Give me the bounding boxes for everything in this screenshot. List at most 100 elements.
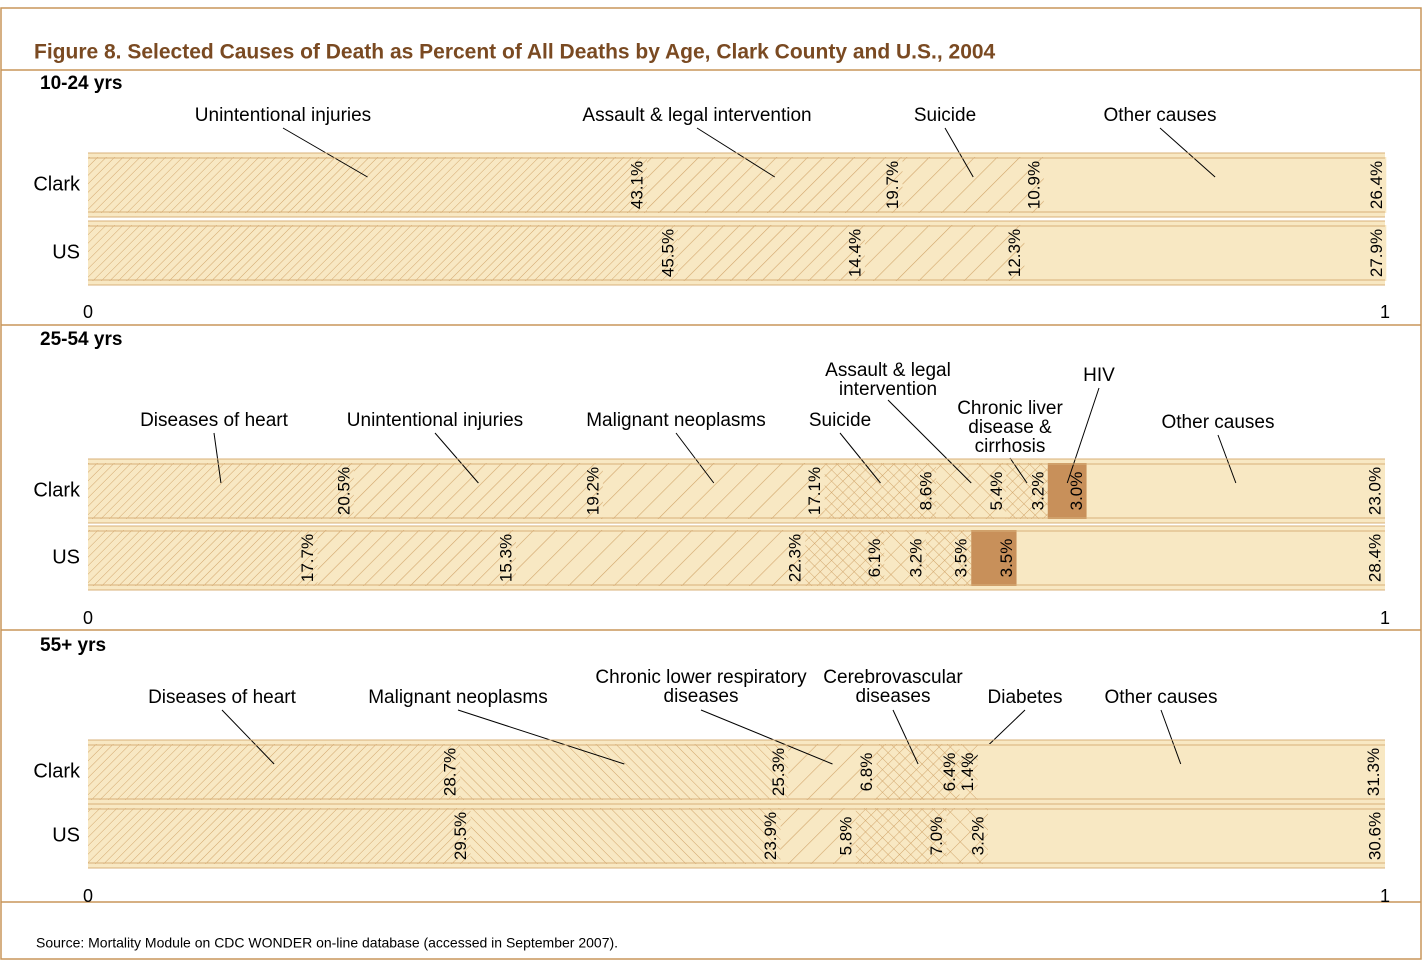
value-label: 1.4% xyxy=(958,753,977,792)
bar-segment xyxy=(977,744,1384,800)
value-label: 8.6% xyxy=(917,472,936,511)
leader-line xyxy=(221,709,275,765)
series-label: Chronic liver disease & cirrhosis xyxy=(957,398,1063,457)
x-tick-label: 0 xyxy=(83,886,93,906)
value-label: 43.1% xyxy=(627,161,646,209)
bar-segment xyxy=(855,808,947,864)
value-label: 30.6% xyxy=(1365,812,1384,860)
series-label: Other causes xyxy=(1161,412,1275,433)
x-tick-label: 1 xyxy=(1380,608,1390,628)
series-label: Cerebrovascular diseases xyxy=(823,667,963,707)
bar-segment xyxy=(88,225,679,281)
bar-segment xyxy=(902,157,1044,213)
series-label: HIV xyxy=(1083,365,1115,386)
value-label: 19.7% xyxy=(883,161,902,209)
series-label: Unintentional injuries xyxy=(194,105,372,126)
bar-segment xyxy=(353,463,603,519)
y-tick-label: US xyxy=(52,546,80,568)
bar-segment xyxy=(470,808,781,864)
bar-segment xyxy=(1024,225,1387,281)
value-label: 17.1% xyxy=(805,467,824,515)
bar-segment xyxy=(88,808,471,864)
bar-segment xyxy=(88,530,318,586)
series-label: Diseases of heart xyxy=(140,410,288,431)
bar-segment xyxy=(88,157,648,213)
leader-line xyxy=(839,432,881,484)
bar-segment xyxy=(959,744,978,800)
value-label: 3.5% xyxy=(997,539,1016,578)
series-label: Malignant neoplasms xyxy=(586,410,766,431)
bar-segment xyxy=(884,530,926,586)
leader-line xyxy=(213,432,222,484)
value-label: 7.0% xyxy=(927,817,946,856)
value-label: 20.5% xyxy=(334,467,353,515)
leader-line xyxy=(1066,387,1100,484)
bar-segment xyxy=(516,530,806,586)
bar-segment xyxy=(864,225,1025,281)
series-label: Chronic lower respiratory diseases xyxy=(595,667,807,707)
series-label: Other causes xyxy=(1103,105,1217,126)
value-label: 27.9% xyxy=(1367,229,1386,277)
y-tick-label: Clark xyxy=(33,479,81,501)
bar-segment xyxy=(946,808,989,864)
bar-segment xyxy=(1043,157,1387,213)
x-tick-label: 0 xyxy=(83,302,93,322)
series-label: Suicide xyxy=(913,105,977,126)
y-tick-label: US xyxy=(52,824,80,846)
series-label: Assault & legal intervention xyxy=(582,105,812,126)
bar-segment xyxy=(988,808,1385,864)
bar-segment xyxy=(1086,463,1385,519)
value-label: 23.9% xyxy=(761,812,780,860)
bar-segment xyxy=(602,463,825,519)
value-label: 6.4% xyxy=(940,753,959,792)
value-label: 14.4% xyxy=(845,229,864,277)
panel-title: 10-24 yrs xyxy=(40,73,122,94)
series-label: Other causes xyxy=(1104,687,1218,708)
bar-segment xyxy=(1047,463,1087,519)
value-label: 28.4% xyxy=(1365,534,1384,582)
leader-line xyxy=(892,709,919,765)
y-tick-label: Clark xyxy=(33,173,81,195)
bar-segment xyxy=(925,530,972,586)
bar-segment xyxy=(317,530,517,586)
leader-line xyxy=(434,432,479,484)
bar-segment xyxy=(678,225,865,281)
value-label: 3.2% xyxy=(1028,472,1047,511)
x-tick-label: 0 xyxy=(83,608,93,628)
panel-title: 25-54 yrs xyxy=(40,329,122,350)
series-label: Malignant neoplasms xyxy=(368,687,548,708)
frame xyxy=(0,7,1422,960)
value-label: 3.5% xyxy=(952,539,971,578)
value-label: 23.0% xyxy=(1365,467,1384,515)
bar-segment xyxy=(647,157,903,213)
value-label: 28.7% xyxy=(441,748,460,796)
value-label: 12.3% xyxy=(1005,229,1024,277)
series-label: Diabetes xyxy=(987,687,1063,708)
value-label: 6.1% xyxy=(865,539,884,578)
value-label: 10.9% xyxy=(1024,161,1043,209)
leader-line xyxy=(700,709,833,765)
chart-title: Figure 8. Selected Causes of Death as Pe… xyxy=(34,41,996,64)
leader-line xyxy=(675,432,715,484)
value-label: 26.4% xyxy=(1367,161,1386,209)
value-label: 31.3% xyxy=(1364,748,1383,796)
value-label: 45.5% xyxy=(659,229,678,277)
bar-segment xyxy=(780,808,856,864)
source: Source: Mortality Module on CDC WONDER o… xyxy=(36,935,618,951)
bar-segment xyxy=(88,463,354,519)
series-label: Assault & legal intervention xyxy=(825,360,951,400)
bar-segment xyxy=(788,744,877,800)
value-label: 3.2% xyxy=(906,539,925,578)
bar-segment xyxy=(805,530,885,586)
leader-line xyxy=(1160,709,1182,765)
bar-segment xyxy=(936,463,1007,519)
value-label: 3.0% xyxy=(1067,472,1086,511)
value-label: 19.2% xyxy=(583,467,602,515)
bar-segment xyxy=(971,530,1017,586)
value-label: 3.2% xyxy=(969,817,988,856)
value-label: 5.4% xyxy=(987,472,1006,511)
leader-line xyxy=(887,399,972,484)
x-tick-label: 1 xyxy=(1380,886,1390,906)
